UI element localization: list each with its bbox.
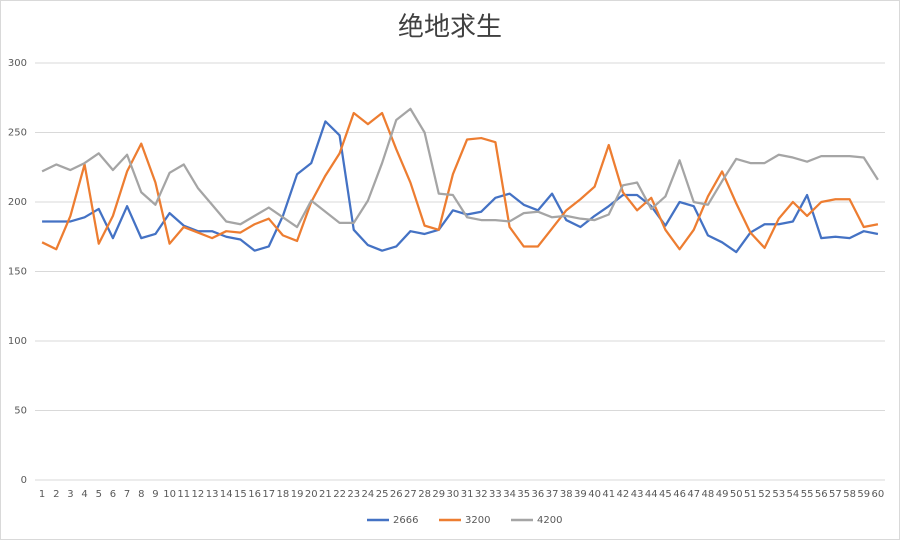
x-tick-label: 27 (404, 489, 417, 500)
y-tick-label: 100 (8, 336, 27, 347)
y-tick-label: 150 (8, 267, 27, 278)
x-tick-label: 28 (418, 489, 431, 500)
x-tick-label: 47 (687, 489, 700, 500)
x-tick-label: 37 (546, 489, 559, 500)
x-tick-label: 1 (39, 489, 45, 500)
y-tick-label: 250 (8, 128, 27, 139)
x-tick-label: 14 (220, 489, 233, 500)
x-tick-label: 56 (815, 489, 828, 500)
x-tick-label: 17 (262, 489, 275, 500)
x-tick-label: 38 (560, 489, 573, 500)
x-tick-label: 49 (716, 489, 729, 500)
x-tick-label: 7 (124, 489, 130, 500)
x-tick-label: 57 (829, 489, 842, 500)
x-tick-label: 51 (744, 489, 757, 500)
x-tick-label: 53 (772, 489, 785, 500)
x-tick-label: 24 (362, 489, 375, 500)
x-tick-label: 31 (461, 489, 474, 500)
x-tick-label: 30 (447, 489, 460, 500)
line-series (42, 120, 879, 254)
x-tick-label: 45 (659, 489, 672, 500)
x-tick-label: 39 (574, 489, 587, 500)
x-tick-label: 29 (432, 489, 445, 500)
legend-label: 3200 (465, 515, 490, 526)
legend-label: 2666 (393, 515, 418, 526)
x-tick-label: 11 (177, 489, 190, 500)
x-tick-label: 36 (532, 489, 545, 500)
x-tick-label: 48 (702, 489, 715, 500)
x-tick-label: 3 (67, 489, 73, 500)
line-series (41, 107, 879, 229)
x-tick-label: 4 (81, 489, 87, 500)
line-series (41, 111, 879, 251)
x-tick-label: 23 (347, 489, 360, 500)
x-tick-label: 59 (857, 489, 870, 500)
x-tick-label: 54 (787, 489, 800, 500)
x-tick-label: 5 (96, 489, 102, 500)
x-tick-label: 43 (631, 489, 644, 500)
x-tick-label: 25 (376, 489, 389, 500)
y-tick-label: 50 (14, 406, 27, 417)
x-tick-label: 46 (673, 489, 686, 500)
x-tick-label: 32 (475, 489, 488, 500)
x-tick-label: 55 (801, 489, 814, 500)
x-tick-label: 10 (163, 489, 176, 500)
x-tick-label: 22 (333, 489, 346, 500)
x-tick-label: 44 (645, 489, 658, 500)
y-tick-label: 300 (8, 58, 27, 69)
x-tick-label: 35 (517, 489, 530, 500)
x-tick-label: 15 (234, 489, 247, 500)
x-tick-label: 50 (730, 489, 743, 500)
x-tick-label: 2 (53, 489, 59, 500)
x-tick-label: 41 (602, 489, 615, 500)
x-tick-label: 19 (291, 489, 304, 500)
x-tick-label: 20 (305, 489, 318, 500)
y-tick-label: 200 (8, 197, 27, 208)
chart-title: 绝地求生 (398, 13, 502, 43)
x-tick-label: 18 (277, 489, 290, 500)
x-tick-label: 34 (503, 489, 516, 500)
y-tick-label: 0 (21, 475, 27, 486)
x-tick-label: 42 (617, 489, 630, 500)
x-tick-label: 60 (872, 489, 885, 500)
x-tick-label: 26 (390, 489, 403, 500)
x-tick-label: 33 (489, 489, 502, 500)
x-tick-label: 9 (152, 489, 158, 500)
x-tick-label: 12 (192, 489, 205, 500)
x-tick-label: 8 (138, 489, 144, 500)
x-tick-label: 6 (110, 489, 116, 500)
x-tick-label: 52 (758, 489, 771, 500)
x-tick-label: 16 (248, 489, 261, 500)
x-tick-label: 58 (843, 489, 856, 500)
legend-label: 4200 (537, 515, 562, 526)
x-tick-label: 40 (588, 489, 601, 500)
x-tick-label: 21 (319, 489, 332, 500)
x-tick-label: 13 (206, 489, 219, 500)
